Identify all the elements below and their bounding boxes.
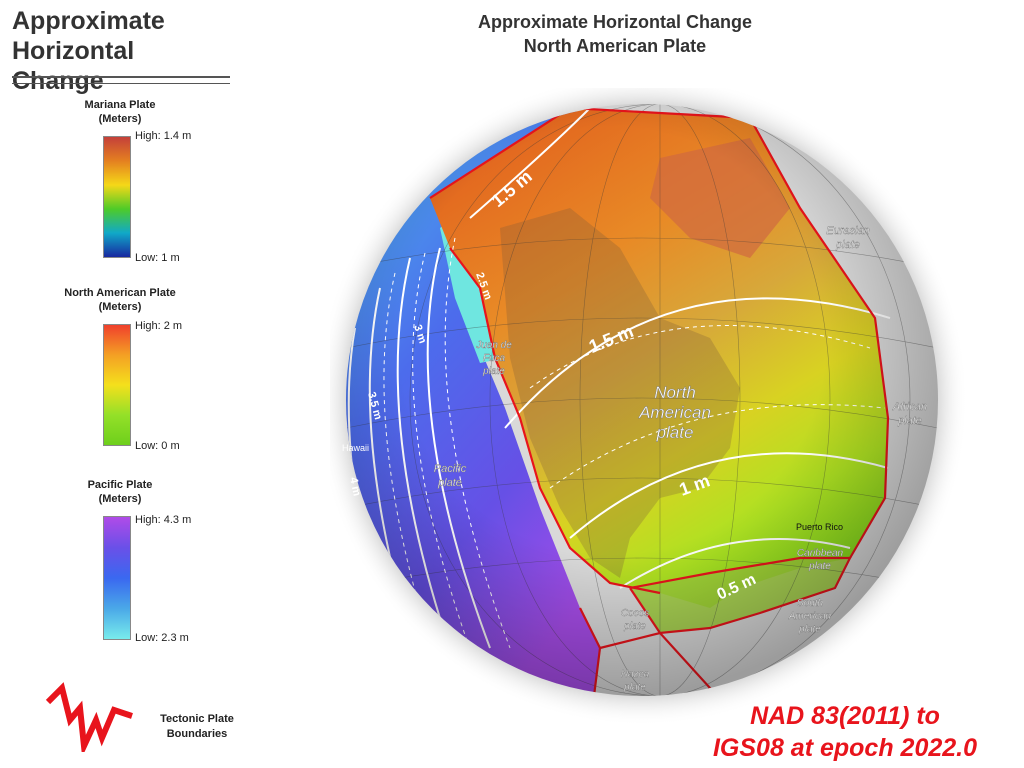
legend-north-american: North American Plate (Meters) High: 2 m … xyxy=(40,286,240,452)
juan-de-fuca-label-line1: Juan de xyxy=(475,340,512,351)
caribbean-label-line1: Caribbean xyxy=(797,548,844,559)
african-label-line2: plate xyxy=(897,415,922,427)
legend-pacific-plate: Pacific Plate xyxy=(87,479,153,491)
boundary-legend-line1: Tectonic Plate xyxy=(160,713,234,725)
legend-north-american-plate: North American Plate xyxy=(64,287,176,299)
puerto-rico-label: Puerto Rico xyxy=(796,522,843,532)
legend-mariana-colorbar xyxy=(103,136,131,258)
legend-mariana-plate: Mariana Plate xyxy=(84,99,156,111)
boundary-legend-label: Tectonic Plate Boundaries xyxy=(152,712,242,742)
legend-north-american-low: Low: 0 m xyxy=(135,440,180,452)
map-title: Approximate Horizontal Change North Amer… xyxy=(430,10,800,58)
south-american-label-line2: American xyxy=(788,611,832,622)
north-american-label-line2: American xyxy=(638,403,711,422)
legend-north-american-high: High: 2 m xyxy=(135,320,183,332)
sidebar-title-line2: Horizontal Change xyxy=(12,37,135,95)
legend-mariana-title: Mariana Plate (Meters) xyxy=(40,98,200,126)
pacific-label-line1: Pacific xyxy=(434,463,467,475)
legend-pacific-title: Pacific Plate (Meters) xyxy=(40,478,200,506)
contour-label-3m: 3 m xyxy=(411,323,428,345)
legend-pacific-high: High: 4.3 m xyxy=(135,514,192,526)
hawaii-label: Hawaii xyxy=(342,443,369,453)
globe-shading xyxy=(346,104,938,696)
map-title-line1: Approximate Horizontal Change xyxy=(477,12,753,32)
sidebar-title: Approximate Horizontal Change xyxy=(12,6,232,96)
legend-mariana-unit: (Meters) xyxy=(98,113,142,125)
north-american-label-line1: North xyxy=(654,383,696,402)
african-label-line1: African xyxy=(892,401,927,413)
map-title-line2: North American Plate xyxy=(523,36,707,56)
legend-north-american-colorbar xyxy=(103,324,131,446)
eurasian-label-line1: Eurasian xyxy=(826,225,869,237)
cocos-label-line2: plate xyxy=(623,621,646,632)
globe-map: 1.5 m 1.5 m 1 m 0.5 m 2.5 m 3 m 3.5 m 4 … xyxy=(330,88,968,726)
south-american-label-line3: plate xyxy=(798,624,821,635)
legend-north-american-unit: (Meters) xyxy=(98,301,142,313)
epoch-note: NAD 83(2011) to IGS08 at epoch 2022.0 xyxy=(680,700,1010,764)
caribbean-label-line2: plate xyxy=(808,561,831,572)
legend-pacific: Pacific Plate (Meters) High: 4.3 m Low: … xyxy=(40,478,240,644)
nazca-label-line2: plate xyxy=(623,682,646,693)
legend-north-american-title: North American Plate (Meters) xyxy=(40,286,200,314)
sidebar-divider xyxy=(12,76,230,84)
legend-pacific-unit: (Meters) xyxy=(98,493,142,505)
boundary-legend-line2: Boundaries xyxy=(166,728,228,740)
north-american-label-line3: plate xyxy=(656,423,694,442)
cocos-label-line1: Cocos xyxy=(621,608,649,619)
legend-pacific-colorbar xyxy=(103,516,131,640)
legend-mariana-low: Low: 1 m xyxy=(135,252,180,264)
south-american-label-line1: South xyxy=(797,598,824,609)
sidebar-title-line1: Approximate xyxy=(12,7,165,35)
legend-mariana-high: High: 1.4 m xyxy=(135,130,192,142)
plate-boundary-icon xyxy=(45,682,133,752)
epoch-note-line1: NAD 83(2011) to xyxy=(750,702,940,730)
pacific-label-line2: plate xyxy=(437,477,462,489)
juan-de-fuca-label-line2: Fuca xyxy=(483,353,506,364)
contour-label-4m: 4 m xyxy=(347,476,363,497)
epoch-note-line2: IGS08 at epoch 2022.0 xyxy=(712,734,978,762)
eurasian-label-line2: plate xyxy=(835,239,860,251)
nazca-label-line1: Nazca xyxy=(621,669,650,680)
legend-pacific-low: Low: 2.3 m xyxy=(135,632,189,644)
juan-de-fuca-label-line3: plate xyxy=(482,366,505,377)
legend-mariana: Mariana Plate (Meters) High: 1.4 m Low: … xyxy=(40,98,240,264)
